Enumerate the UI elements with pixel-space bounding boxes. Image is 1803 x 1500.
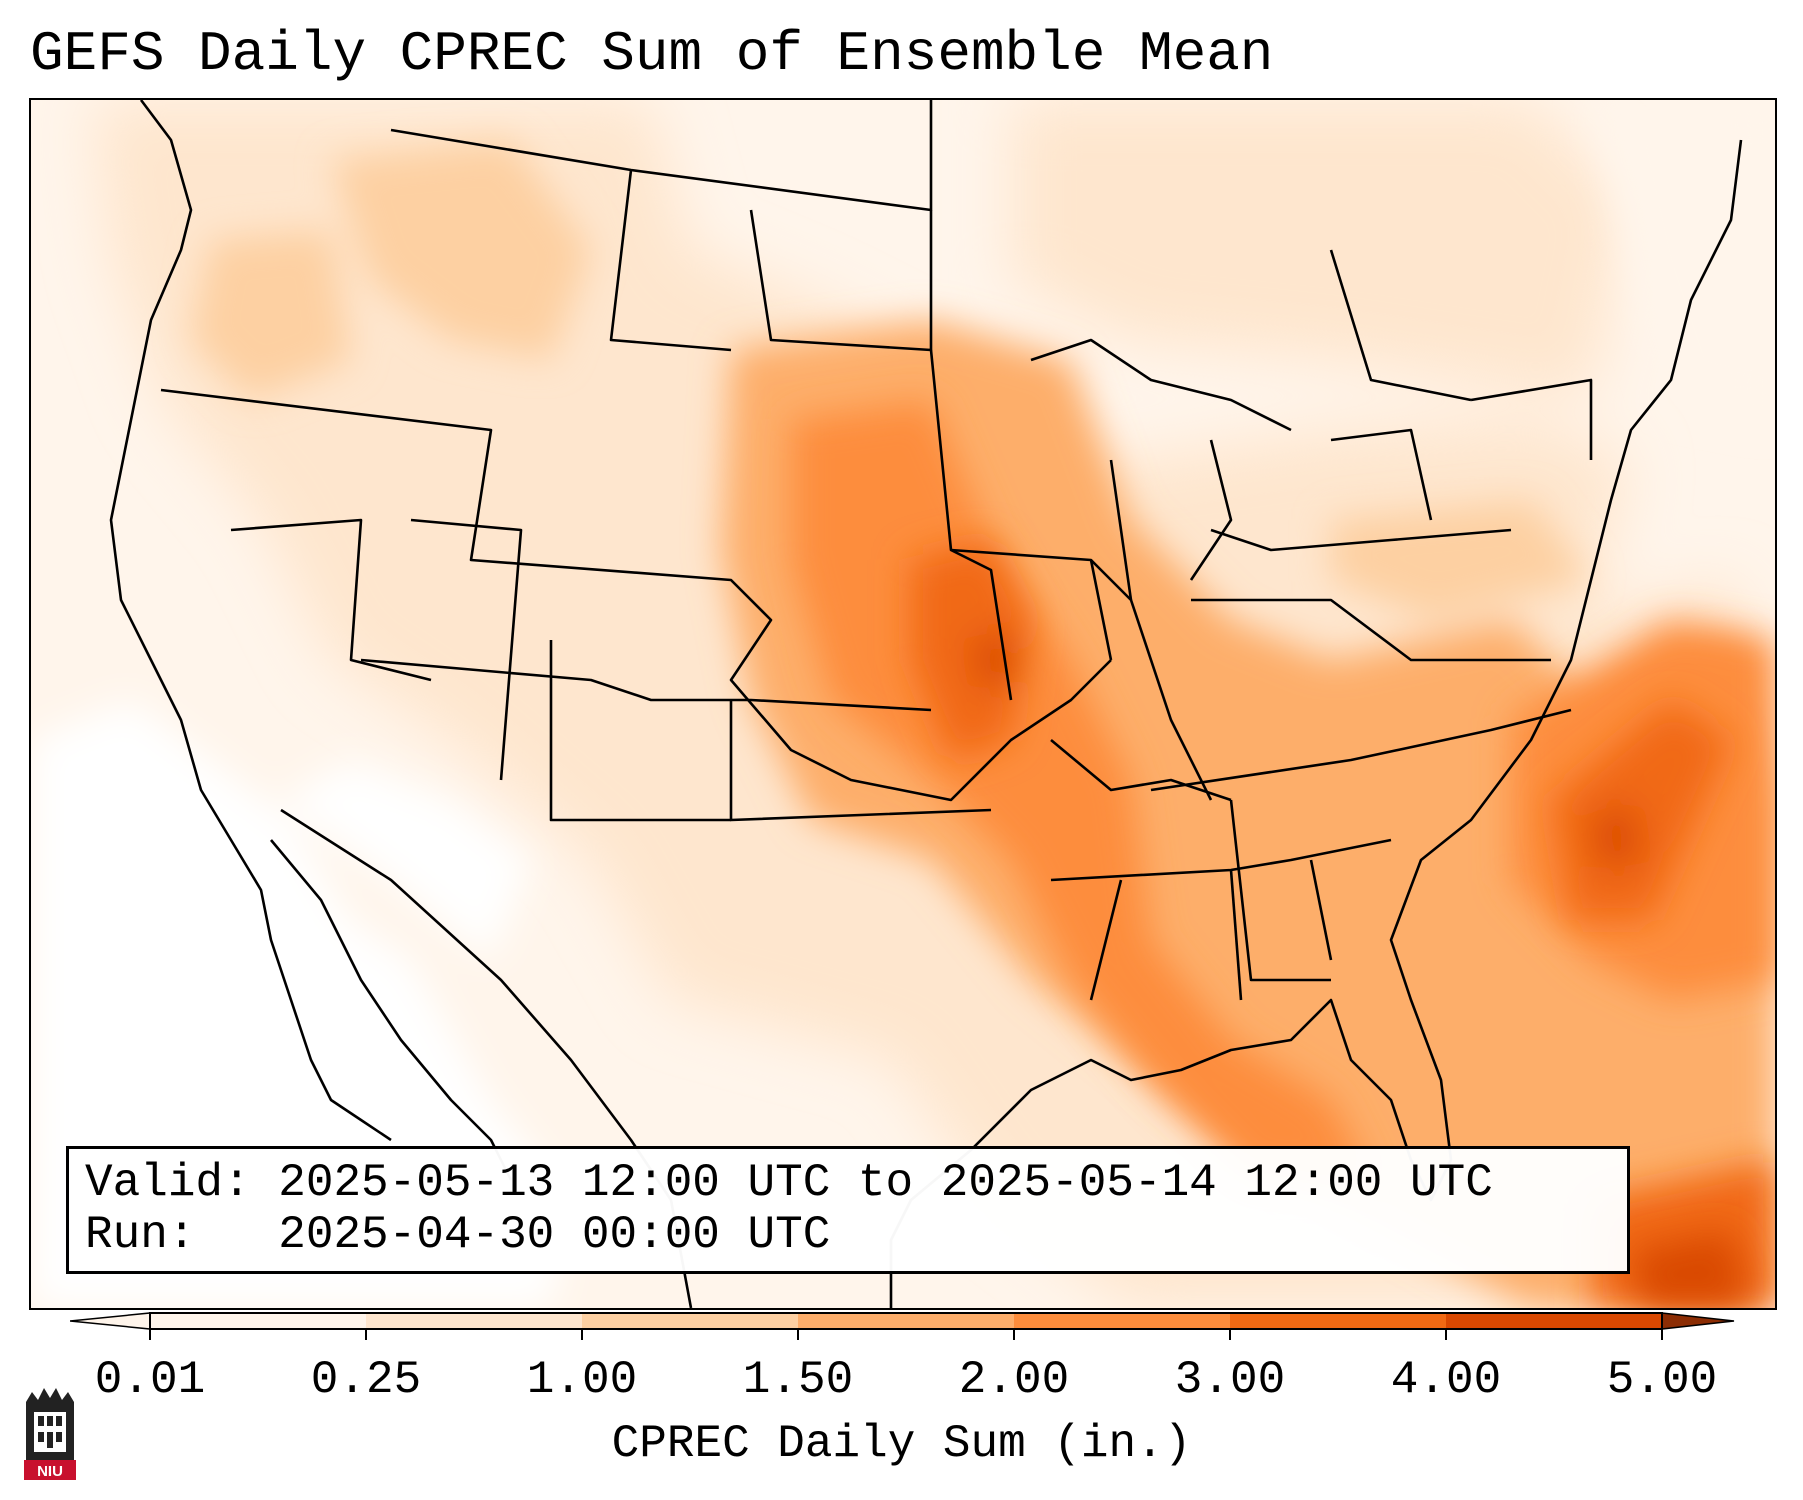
colorbar-extend-high: [1661, 1312, 1735, 1330]
colorbar-tick-label: 1.00: [526, 1354, 638, 1406]
colorbar-tick-label: 5.00: [1606, 1354, 1718, 1406]
colorbar-segment: [1014, 1313, 1230, 1329]
niu-logo-icon: NIU: [24, 1388, 76, 1480]
chart-title: GEFS Daily CPREC Sum of Ensemble Mean: [30, 22, 1274, 86]
colorbar-tick-label: 3.00: [1174, 1354, 1286, 1406]
colorbar-tick-label: 0.25: [310, 1354, 422, 1406]
colorbar-tick-label: 1.50: [742, 1354, 854, 1406]
colorbar-extend-low: [70, 1312, 151, 1330]
svg-text:NIU: NIU: [37, 1463, 63, 1480]
precipitation-map[interactable]: [29, 98, 1777, 1310]
colorbar-label: CPREC Daily Sum (in.): [611, 1418, 1192, 1470]
colorbar-segment: [1230, 1313, 1446, 1329]
colorbar-segment: [366, 1313, 582, 1329]
precip-field-max: [911, 540, 1751, 1308]
colorbar-ticks: [149, 1329, 1663, 1340]
colorbar-segment: [1446, 1313, 1662, 1329]
colorbar-segment: [582, 1313, 798, 1329]
run-time-text: Run: 2025-04-30 00:00 UTC: [85, 1209, 831, 1261]
colorbar: [70, 1312, 1735, 1340]
valid-run-info-box: Valid: 2025-05-13 12:00 UTC to 2025-05-1…: [66, 1146, 1630, 1274]
colorbar-tick-label: 4.00: [1390, 1354, 1502, 1406]
colorbar-segment: [798, 1313, 1014, 1329]
colorbar-segment: [150, 1313, 366, 1329]
valid-time-text: Valid: 2025-05-13 12:00 UTC to 2025-05-1…: [85, 1157, 1493, 1209]
colorbar-tick-label: 2.00: [958, 1354, 1070, 1406]
colorbar-tick-label: 0.01: [94, 1354, 206, 1406]
